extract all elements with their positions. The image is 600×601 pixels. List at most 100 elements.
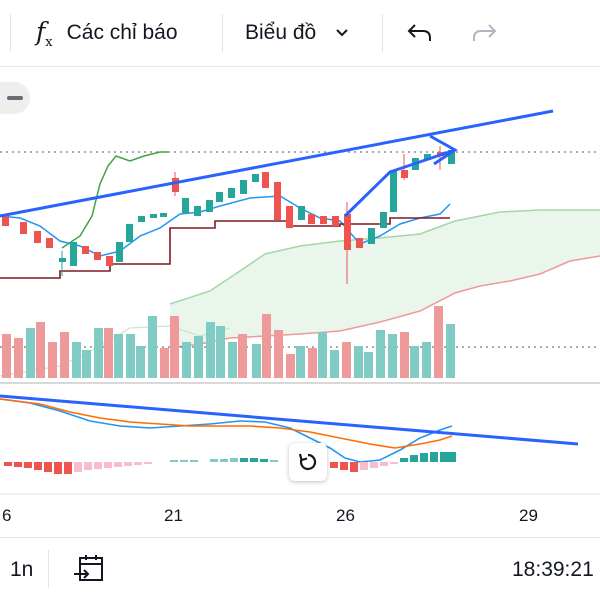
volume-bar <box>160 348 169 378</box>
volume-bar <box>170 316 179 378</box>
trend-arrow[interactable] <box>343 148 456 218</box>
histogram-bar <box>74 462 82 472</box>
histogram-bar <box>4 462 12 466</box>
interval-label: 1n <box>10 557 34 581</box>
volume-bar <box>126 334 135 378</box>
volume-bar <box>72 342 81 378</box>
histogram-bar <box>24 462 32 468</box>
fx-icon: fx <box>36 16 53 50</box>
histogram-bar <box>64 462 72 474</box>
histogram-bar <box>330 462 338 468</box>
candle <box>194 206 201 216</box>
histogram-bar <box>220 459 228 462</box>
candle <box>34 231 41 243</box>
candle <box>94 252 101 260</box>
histogram-bar <box>410 455 418 462</box>
top-toolbar: fx Các chỉ báo Biểu đồ <box>0 0 600 67</box>
histogram-bar <box>390 462 398 464</box>
histogram-bar <box>360 462 368 470</box>
candle <box>286 206 293 228</box>
candle <box>2 214 9 226</box>
histogram-bar <box>240 458 248 462</box>
histogram-bar <box>84 462 92 470</box>
volume-bar <box>262 314 271 378</box>
histogram-bar <box>104 462 112 468</box>
volume-bar <box>182 342 191 378</box>
histogram-bar <box>170 460 178 462</box>
histogram-bar <box>260 459 268 462</box>
histogram-bar <box>380 462 388 466</box>
candle <box>308 214 315 224</box>
volume-bar <box>104 328 113 378</box>
candle <box>116 242 123 262</box>
candle <box>332 216 339 226</box>
redo-button[interactable] <box>470 0 498 66</box>
volume-bar <box>36 322 45 378</box>
minus-icon <box>7 96 23 100</box>
macd-trendline[interactable] <box>0 394 579 446</box>
x-axis-label: 21 <box>164 506 183 525</box>
candle <box>160 213 167 217</box>
candle <box>356 238 363 248</box>
chart-type-button[interactable]: Biểu đồ <box>245 0 350 66</box>
candle <box>368 228 375 244</box>
histogram-bar <box>340 462 348 470</box>
candle <box>46 238 53 248</box>
candle <box>70 242 77 266</box>
chart-canvas[interactable]: 6 21 26 29 <box>0 66 600 536</box>
volume-bar <box>446 324 455 378</box>
time-label: 18:39:21 <box>512 557 594 581</box>
volume-bar <box>286 354 295 378</box>
candle <box>126 224 133 242</box>
interval-button[interactable]: 1n <box>10 538 33 601</box>
volume-bar <box>114 334 123 378</box>
macd-histogram <box>4 452 456 474</box>
candle <box>262 172 269 188</box>
histogram-bar <box>14 462 22 467</box>
volume-bar <box>228 342 237 378</box>
volume-bar <box>14 338 23 378</box>
bottom-divider <box>48 550 49 588</box>
candle <box>298 206 305 220</box>
histogram-bar <box>124 462 132 466</box>
volume-bar <box>148 316 157 378</box>
volume-bar <box>136 346 145 378</box>
x-axis-label: 29 <box>519 506 538 525</box>
volume-bar <box>206 322 215 378</box>
undo-button[interactable] <box>406 0 434 66</box>
candle <box>320 216 327 224</box>
signal-line <box>0 398 453 449</box>
toolbar-divider <box>10 14 11 52</box>
histogram-bar <box>210 459 218 462</box>
candle <box>59 258 66 262</box>
x-axis-label: 6 <box>2 506 11 525</box>
volume-bar <box>354 346 363 378</box>
histogram-bar <box>350 462 358 472</box>
histogram-bar <box>250 458 258 462</box>
candle <box>106 256 113 266</box>
trend-arrow-head <box>429 134 458 166</box>
histogram-bar <box>114 462 122 467</box>
volume-bar <box>388 334 397 378</box>
toolbar-divider <box>382 14 383 52</box>
x-axis-label: 26 <box>336 506 355 525</box>
candle <box>448 150 455 164</box>
volume-bar <box>296 346 305 378</box>
histogram-bar <box>34 462 42 470</box>
volume-bar <box>48 342 57 378</box>
histogram-bar <box>230 458 238 462</box>
indicators-button[interactable]: fx Các chỉ báo <box>36 0 178 66</box>
histogram-bar <box>134 462 142 465</box>
volume-bar <box>26 328 35 378</box>
reset-chart-button[interactable] <box>289 443 327 481</box>
collapse-button[interactable] <box>0 82 30 114</box>
volume-bar <box>194 336 203 378</box>
candle <box>344 214 351 250</box>
price-trendline[interactable] <box>0 109 554 218</box>
redo-icon <box>473 24 497 41</box>
candle <box>274 182 281 220</box>
toolbar-divider <box>222 14 223 52</box>
volume-bar <box>342 342 351 378</box>
go-to-date-button[interactable] <box>72 538 106 601</box>
volume-bar <box>2 334 11 378</box>
